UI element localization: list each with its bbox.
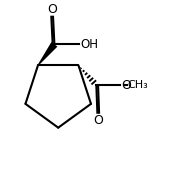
Polygon shape: [38, 42, 57, 66]
Text: OH: OH: [80, 38, 98, 51]
Text: O: O: [93, 114, 103, 127]
Text: CH₃: CH₃: [127, 80, 148, 90]
Text: O: O: [47, 3, 57, 16]
Text: O: O: [121, 79, 131, 92]
